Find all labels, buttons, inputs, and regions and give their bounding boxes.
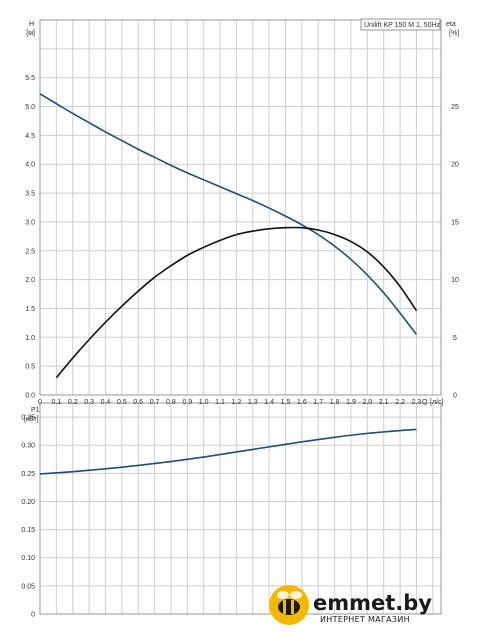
top-y-label-symbol: H [29,21,34,28]
top-y-ticks: 0.0 0.5 1.0 1.5 2.0 2.5 3.0 3.5 4.0 4.5 5.0 5.5 [25,75,35,399]
efficiency-curve [55,226,418,379]
bottom-y-tick-label: 0.35 [21,415,35,422]
bottom-y-label-unit: [кВт] [24,416,39,423]
curves [39,93,418,475]
top-x-label-unit: [л/с] [430,399,443,406]
top-grid [39,19,441,396]
top-y-tick-label: 1.5 [25,306,35,313]
legend-label: Unilift KP 150 M 1, 50Hz [364,22,441,29]
top-y2-tick-label: 15 [451,219,459,226]
bottom-y-label-symbol: P1 [31,407,40,414]
top-y-label-unit: [м] [26,30,35,37]
top-x-tick-label: 1.6 [297,399,307,406]
top-y-tick-label: 5.5 [25,75,35,82]
watermark: emmet.by ИНТЕРНЕТ МАГАЗИН [269,585,432,625]
top-y2-label-symbol: eta [446,21,456,28]
top-x-tick-label: 1.0 [199,399,209,406]
head-curve [39,93,418,335]
top-x-tick-label: 1.3 [248,399,258,406]
top-y-tick-label: 4.0 [25,162,35,169]
top-y-tick-label: 0.0 [25,393,35,400]
top-y2-tick-label: 5 [453,335,457,342]
top-x-tick-label: 2.1 [379,399,389,406]
top-x-tick-label: 0.2 [68,399,78,406]
bottom-y-tick-label: 0.25 [21,471,35,478]
top-x-tick-label: 1.7 [313,399,323,406]
top-x-tick-label: 0.5 [117,399,127,406]
top-y-tick-label: 1.0 [25,335,35,342]
bottom-y-tick-label: 0.15 [21,527,35,534]
bottom-grid [39,403,441,615]
top-y-tick-label: 3.0 [25,219,35,226]
top-x-tick-label: 1.2 [232,399,242,406]
top-x-tick-label: 0.3 [84,399,94,406]
bottom-y-tick-label: 0.10 [21,555,35,562]
top-y-tick-label: 2.0 [25,277,35,284]
top-plot-frame [39,19,442,396]
watermark-tagline: ИНТЕРНЕТ МАГАЗИН [320,615,410,624]
power-curve [39,428,417,475]
bottom-y-tick-label: 0 [31,612,35,619]
top-y-tick-label: 3.5 [25,191,35,198]
top-y-tick-label: 0.5 [25,364,35,371]
top-x-tick-label: 1.9 [346,399,356,406]
legend-box [360,18,441,31]
bee-logo-icon [269,585,309,625]
top-y-tick-label: 2.5 [25,248,35,255]
top-x-tick-label: 2.3 [412,399,422,406]
top-y2-label-unit: [%] [449,30,459,37]
bottom-plot-frame [39,402,442,615]
top-x-tick-label: 0.1 [52,399,62,406]
top-y-tick-label: 5.0 [25,104,35,111]
top-y2-ticks: 0 5 10 15 20 25 [451,104,459,399]
top-y2-tick-label: 20 [451,162,459,169]
top-y2-tick-label: 10 [451,277,459,284]
top-x-tick-label: 1.1 [215,399,225,406]
bottom-y-ticks: 0 0.05 0.10 0.15 0.20 0.25 0.30 0.35 [21,415,35,619]
top-x-ticks: 0 0.1 0.2 0.3 0.4 0.5 0.6 0.7 0.8 0.9 1.0 1.1 1.2 1.3… [38,399,421,406]
top-x-tick-label: 1.5 [281,399,291,406]
watermark-brand: emmet.by [313,591,432,615]
top-x-tick-label: 0.9 [182,399,192,406]
top-x-tick-label: 1.8 [330,399,340,406]
top-x-tick-label: 0.6 [133,399,143,406]
top-x-label-symbol: Q [422,399,428,406]
top-x-tick-label: 0.4 [101,399,111,406]
top-x-tick-label: 0.7 [150,399,160,406]
top-x-tick-label: 2.0 [362,399,372,406]
top-y2-tick-label: 0 [453,393,457,400]
top-y-tick-label: 4.5 [25,133,35,140]
top-x-tick-label: 2.2 [395,399,405,406]
bottom-y-tick-label: 0.05 [21,583,35,590]
top-x-tick-label: 0.8 [166,399,176,406]
top-x-tick-label: 0 [38,399,42,406]
bottom-y-tick-label: 0.20 [21,499,35,506]
top-y2-tick-label: 25 [451,104,459,111]
bottom-y-tick-label: 0.30 [21,443,35,450]
top-x-tick-label: 1.4 [264,399,274,406]
